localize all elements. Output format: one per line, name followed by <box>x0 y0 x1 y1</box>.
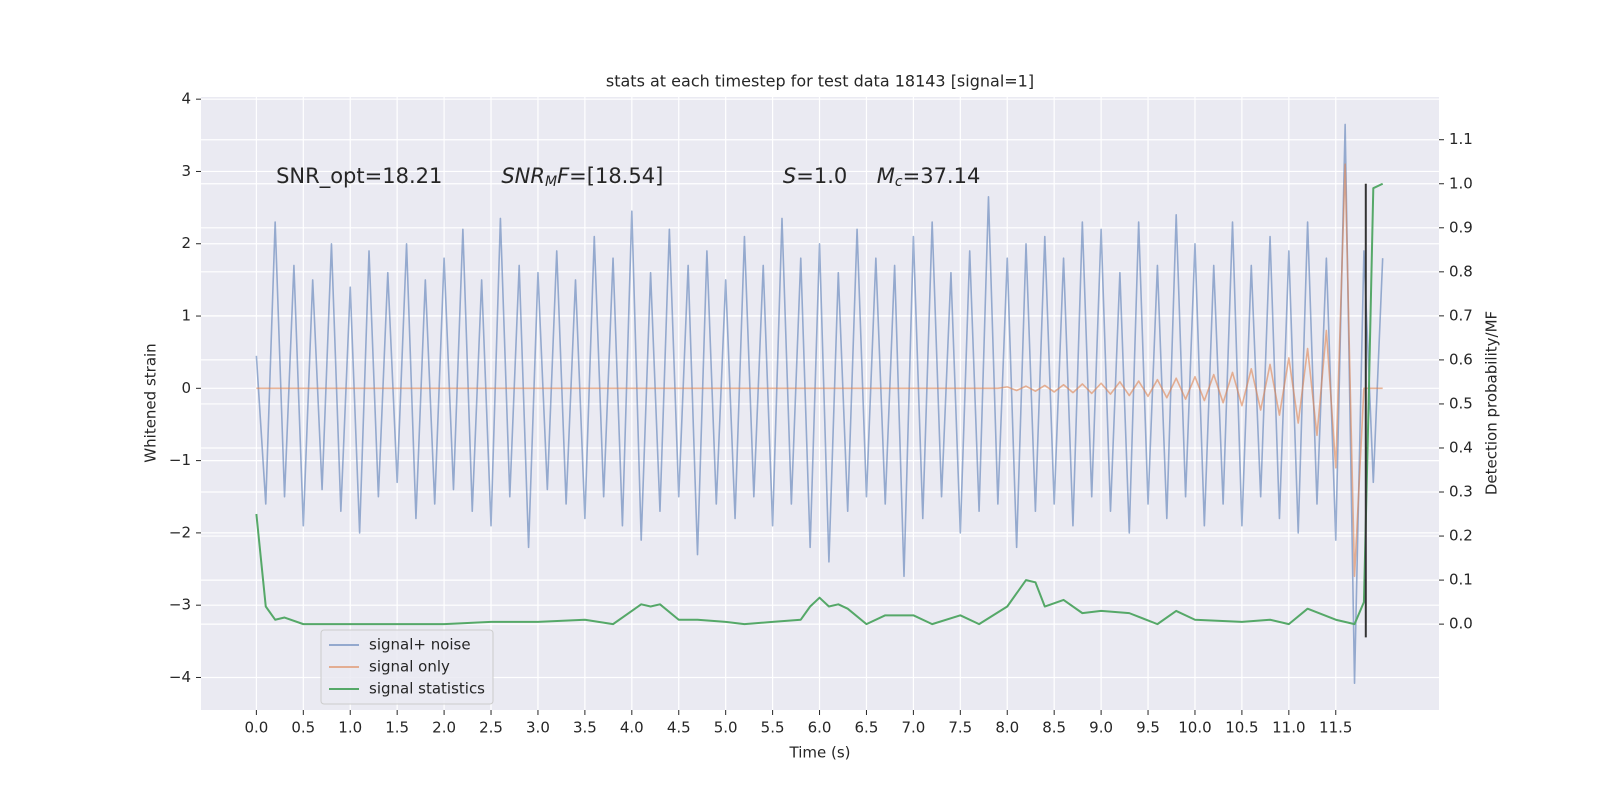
y2-tick-label: 0.7 <box>1449 306 1473 324</box>
x-tick-label: 4.0 <box>620 719 644 737</box>
x-tick-label: 4.5 <box>667 719 691 737</box>
legend-label: signal only <box>369 658 450 676</box>
y2-tick-label: 0.4 <box>1449 438 1473 456</box>
annotation-part: =37.14 <box>903 164 981 188</box>
annotation: SNRMF=[18.54] <box>501 164 663 190</box>
x-tick-label: 5.0 <box>714 719 738 737</box>
labels: 0.0 0.5 1.0 1.5 2.0 2.5 3.0 3.5 4.0 4.5 5.0 5.5 6.0 6… <box>169 90 1473 737</box>
annotation-part: =[18.54] <box>569 164 663 188</box>
y-tick-label: 4 <box>181 90 191 108</box>
y2-tick-label: 1.0 <box>1449 174 1473 192</box>
annotation-part: =1.0 <box>796 164 847 188</box>
chart-title: stats at each timestep for test data 181… <box>606 72 1034 91</box>
x-tick-label: 1.5 <box>385 719 409 737</box>
annotation-part: SNR <box>501 164 545 188</box>
x-tick-label: 3.5 <box>573 719 597 737</box>
x-tick-label: 7.0 <box>901 719 925 737</box>
y2-tick-label: 0.2 <box>1449 527 1473 545</box>
y2-tick-label: 0.3 <box>1449 483 1473 501</box>
x-tick-label: 6.0 <box>808 719 832 737</box>
x-tick-label: 1.0 <box>338 719 362 737</box>
annotation-part: c <box>895 174 903 190</box>
x-tick-label: 8.5 <box>1042 719 1066 737</box>
y2-tick-label: 1.1 <box>1449 130 1473 148</box>
y-tick-label: −3 <box>169 596 191 614</box>
y-axis-label: Whitened strain <box>142 343 160 462</box>
y2-tick-label: 0.0 <box>1449 615 1473 633</box>
y2-tick-label: 0.5 <box>1449 394 1473 412</box>
annotation-part: M <box>545 174 557 190</box>
y-tick-label: −4 <box>169 668 191 686</box>
y2-tick-label: 0.9 <box>1449 218 1473 236</box>
legend-box <box>320 629 494 705</box>
legend: signal+ noise signal only signal statistic… <box>320 629 494 705</box>
x-tick-label: 8.0 <box>995 719 1019 737</box>
y2-tick-label: 0.6 <box>1449 350 1473 368</box>
x-tick-label: 9.5 <box>1136 719 1160 737</box>
series-line <box>256 163 1383 578</box>
x-tick-label: 0.5 <box>291 719 315 737</box>
series-line <box>255 182 1384 626</box>
y-tick-label: 3 <box>181 162 191 180</box>
grid <box>201 97 1439 710</box>
series-line <box>255 123 1384 685</box>
annotation: Mc=37.14 <box>877 164 981 190</box>
y-tick-label: −1 <box>169 451 191 469</box>
legend-label: signal statistics <box>369 680 485 698</box>
x-tick-label: 0.0 <box>244 719 268 737</box>
y-tick-label: 2 <box>181 234 191 252</box>
annotation-part: F <box>557 164 570 188</box>
legend-label: signal+ noise <box>369 636 471 654</box>
annotation-part: S <box>783 164 796 188</box>
y2-tick-label: 0.1 <box>1449 571 1473 589</box>
y2-axis-label: Detection probability/MF <box>1483 311 1501 495</box>
x-axis-label: Time (s) <box>789 744 851 762</box>
x-tick-label: 2.0 <box>432 719 456 737</box>
x-tick-label: 7.5 <box>948 719 972 737</box>
x-tick-label: 11.5 <box>1319 719 1352 737</box>
annotation-part: SNR_opt=18.21 <box>276 164 442 189</box>
x-tick-label: 9.0 <box>1089 719 1113 737</box>
marks <box>255 123 1384 685</box>
y-tick-label: 1 <box>181 307 191 325</box>
x-tick-label: 10.0 <box>1178 719 1211 737</box>
y-tick-label: 0 <box>181 379 191 397</box>
x-tick-label: 11.0 <box>1272 719 1305 737</box>
x-tick-label: 3.0 <box>526 719 550 737</box>
x-tick-label: 2.5 <box>479 719 503 737</box>
x-tick-label: 5.5 <box>761 719 785 737</box>
annotation: SNR_opt=18.21 <box>276 164 442 189</box>
y2-tick-label: 0.8 <box>1449 262 1473 280</box>
annotation-part: M <box>877 164 895 188</box>
x-tick-label: 6.5 <box>855 719 879 737</box>
y-tick-label: −2 <box>169 523 191 541</box>
annotation: S=1.0 <box>783 164 847 188</box>
x-tick-label: 10.5 <box>1225 719 1258 737</box>
